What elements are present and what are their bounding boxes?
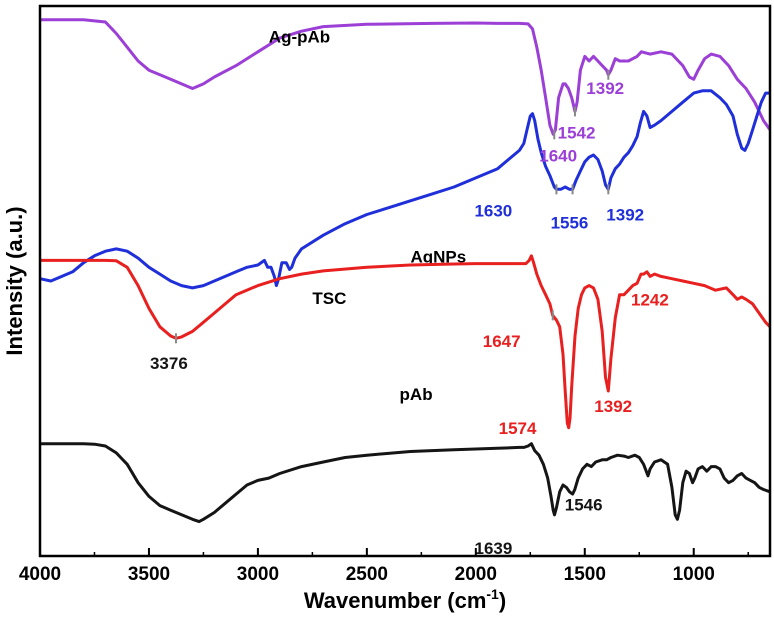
x-axis-title: Wavenumber (cm-1)	[304, 586, 506, 613]
peak-annotation: 1542	[558, 124, 596, 143]
x-tick-label: 3500	[128, 564, 170, 585]
peak-annotation: 1392	[606, 206, 644, 225]
series-line-pab	[40, 442, 771, 524]
peak-annotation: 1640	[539, 147, 577, 166]
peak-annotation: 1630	[474, 202, 512, 221]
x-tick-label: 2500	[346, 564, 388, 585]
series-line-agnps	[39, 89, 770, 290]
peak-annotation: 1639	[474, 539, 512, 558]
series-label-ag-pab: Ag-pAb	[269, 28, 330, 47]
series-label-agnps: AgNPs	[410, 248, 466, 267]
x-axis-title-sup: -1	[486, 586, 499, 602]
peak-annotation: 1647	[483, 332, 521, 351]
peak-annotation: 1242	[631, 291, 669, 310]
annotation-layer: 1640 1542 1392 1630 1556 1392 1647 1574 1392 1242…	[150, 69, 669, 558]
series-label-tsc: TSC	[312, 289, 346, 308]
peak-annotation: 1546	[565, 495, 603, 514]
x-axis-title-main: Wavenumber (cm	[304, 588, 487, 613]
plot-frame	[38, 4, 772, 558]
x-axis-title-end: )	[499, 588, 506, 613]
series-line-tsc	[40, 254, 772, 430]
series-label-pab: pAb	[400, 385, 433, 404]
peak-annotation: 1574	[499, 419, 537, 438]
x-tick-label: 1500	[564, 564, 606, 585]
y-axis-title: Intensity (a.u.)	[2, 206, 27, 355]
series-line-ag-pab	[40, 18, 772, 136]
x-tick-label: 3000	[237, 564, 279, 585]
series-layer: Ag-pAb AgNPs TSC pAb	[39, 18, 772, 524]
x-tick-label: 2000	[455, 564, 497, 585]
peak-annotation: 3376	[150, 354, 188, 373]
peak-annotation: 1556	[551, 214, 589, 233]
peak-annotation: 1392	[586, 79, 624, 98]
x-tick-label: 4000	[19, 564, 61, 585]
x-axis-ticks: 4000 3500 3000 2500 2000 1500 1000	[19, 548, 749, 585]
x-tick-label: 1000	[673, 564, 715, 585]
peak-annotation: 1392	[594, 397, 632, 416]
